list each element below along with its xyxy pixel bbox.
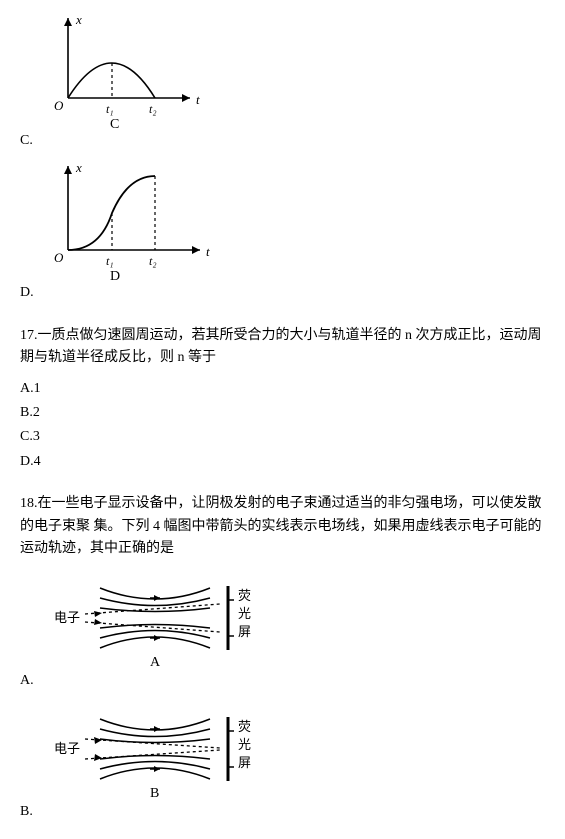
- graph-c-t1: t₁: [106, 102, 114, 116]
- q17-option-a: A.1: [20, 378, 545, 400]
- field-b-svg: 电子 荧 光 屏 B: [50, 699, 270, 799]
- graph-d-t2: t₂: [149, 254, 157, 268]
- field-a-svg: 电子 荧 光 屏 A: [50, 568, 270, 668]
- graph-c-caption: C: [110, 117, 119, 128]
- q17-option-c: C.3: [20, 426, 545, 448]
- graph-d-wrap: x t O t₁ t₂ D: [50, 158, 545, 280]
- q18-option-b-block: 电子 荧 光 屏 B B.: [20, 699, 545, 823]
- field-b-electron-label: 电子: [54, 741, 80, 756]
- q18-option-a-tag: A.: [20, 670, 545, 692]
- option-d-tag: D.: [20, 282, 545, 304]
- graph-c-wrap: x t O t₁ t₂ C: [50, 10, 545, 128]
- field-b-caption: B: [150, 786, 159, 799]
- graph-c-t2: t₂: [149, 102, 157, 116]
- field-a-screen-3: 屏: [238, 624, 251, 639]
- graph-d-ylabel: x: [75, 160, 82, 175]
- field-a-wrap: 电子 荧 光 屏 A: [50, 568, 545, 668]
- q17-options: A.1 B.2 C.3 D.4: [20, 378, 545, 474]
- field-a-screen-1: 荧: [238, 588, 251, 603]
- graph-d-caption: D: [110, 269, 120, 280]
- q17-option-b: B.2: [20, 402, 545, 424]
- option-c-tag: C.: [20, 130, 545, 152]
- q18-text: 18.在一些电子显示设备中，让阴极发射的电子束通过适当的非匀强电场，可以使发散的…: [20, 493, 545, 560]
- field-a-screen-2: 光: [238, 606, 251, 621]
- field-b-screen-1: 荧: [238, 719, 251, 734]
- field-b-screen-3: 屏: [238, 755, 251, 770]
- graph-d-svg: x t O t₁ t₂ D: [50, 158, 220, 280]
- graph-c-svg: x t O t₁ t₂ C: [50, 10, 210, 128]
- q18-option-a-block: 电子 荧 光 屏 A A.: [20, 568, 545, 692]
- graph-c-origin: O: [54, 98, 64, 113]
- field-b-wrap: 电子 荧 光 屏 B: [50, 699, 545, 799]
- graph-d-origin: O: [54, 250, 64, 265]
- q17-option-d: D.4: [20, 451, 545, 473]
- field-a-electron-label: 电子: [54, 610, 80, 625]
- option-d-block: x t O t₁ t₂ D D.: [20, 158, 545, 304]
- graph-c-xlabel: t: [196, 92, 200, 107]
- q17-text: 17.一质点做匀速圆周运动，若其所受合力的大小与轨道半径的 n 次方成正比，运动…: [20, 325, 545, 370]
- field-b-screen-2: 光: [238, 737, 251, 752]
- q18-option-b-tag: B.: [20, 801, 545, 823]
- graph-c-ylabel: x: [75, 12, 82, 27]
- graph-d-t1: t₁: [106, 254, 114, 268]
- field-a-caption: A: [150, 655, 161, 668]
- option-c-block: x t O t₁ t₂ C C.: [20, 10, 545, 152]
- graph-d-xlabel: t: [206, 244, 210, 259]
